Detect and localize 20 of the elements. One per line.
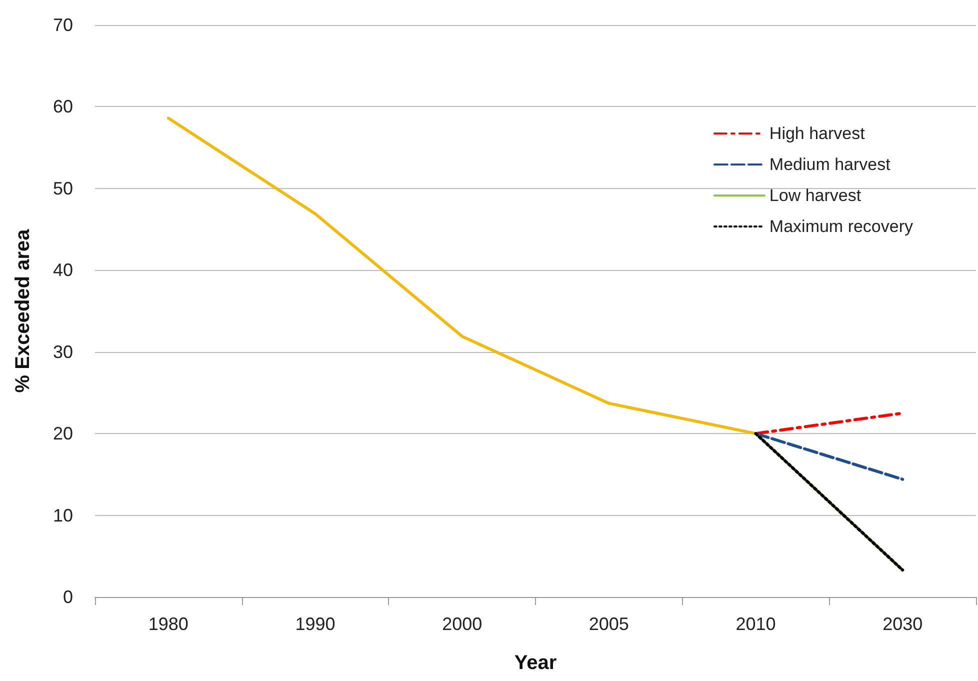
x-axis-title: Year bbox=[514, 652, 557, 674]
legend-label: High harvest bbox=[769, 124, 866, 143]
y-tick-label: 40 bbox=[52, 260, 73, 280]
y-tick-label: 70 bbox=[52, 15, 73, 35]
y-tick-label: 30 bbox=[52, 342, 73, 362]
y-tick-label: 60 bbox=[52, 96, 73, 117]
x-tick-label: 1980 bbox=[148, 614, 188, 634]
x-tick-label: 2000 bbox=[442, 614, 482, 634]
x-tick-label: 2010 bbox=[736, 614, 776, 634]
y-tick-label: 10 bbox=[52, 505, 73, 526]
x-tick-label: 2005 bbox=[588, 614, 629, 634]
legend-label: Low harvest bbox=[769, 186, 862, 205]
x-tick-label: 2030 bbox=[882, 614, 923, 634]
legend-label: Medium harvest bbox=[769, 155, 891, 174]
y-axis-title: % Exceeded area bbox=[12, 228, 34, 393]
y-tick-label: 0 bbox=[62, 587, 73, 607]
y-tick-label: 20 bbox=[52, 424, 73, 444]
x-tick-label: 1990 bbox=[295, 614, 336, 634]
legend-label: Maximum recovery bbox=[769, 217, 914, 236]
y-tick-label: 50 bbox=[52, 178, 73, 198]
